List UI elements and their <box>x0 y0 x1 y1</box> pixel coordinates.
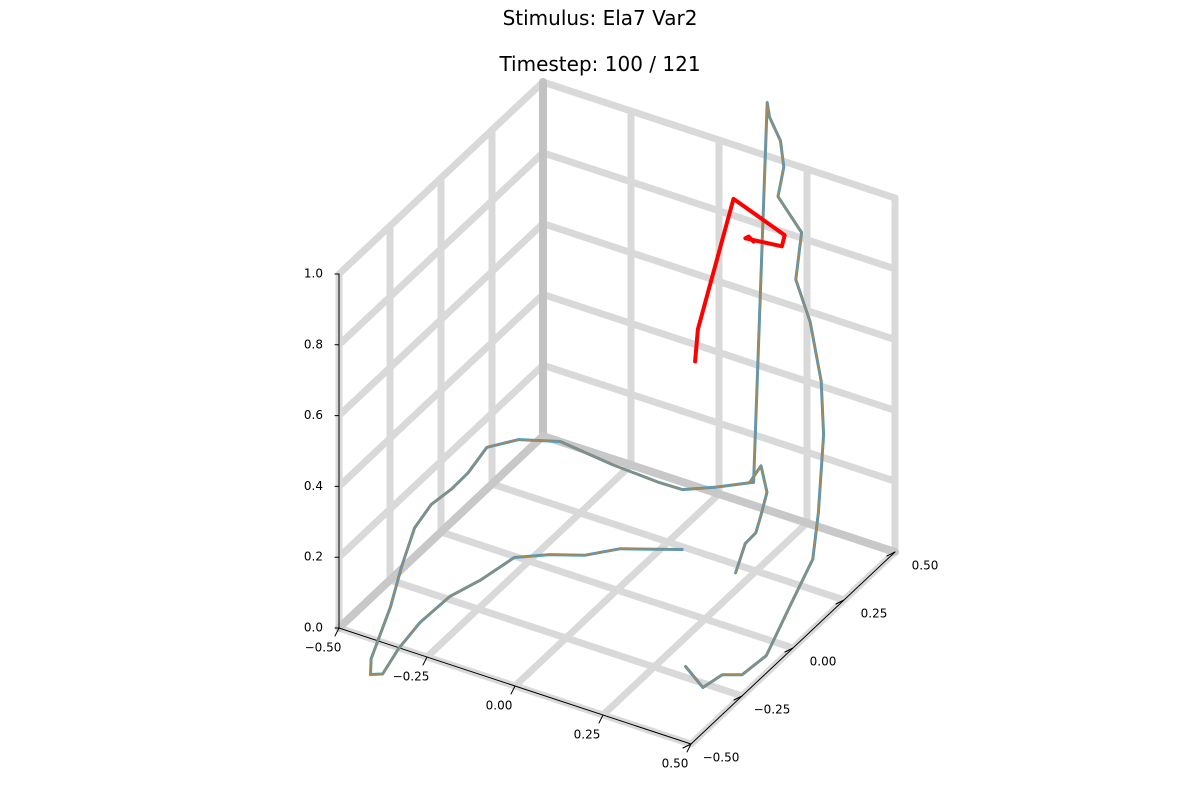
x-tick-label: 0.50 <box>662 757 689 771</box>
grid-layer <box>335 78 899 748</box>
z-tick-label: 1.0 <box>304 267 323 281</box>
trace-layer <box>369 101 826 689</box>
x-tick-label: −0.25 <box>393 670 430 684</box>
x-tick-label: 0.00 <box>486 699 513 713</box>
x-axis-tick <box>686 743 692 753</box>
chart-title: Stimulus: Ela7 Var2 <box>502 6 698 30</box>
left-wall-grid-line <box>335 149 547 349</box>
floor-grid-line <box>437 528 797 652</box>
left-wall-grid-line <box>335 361 547 561</box>
y-axis-tick <box>784 647 794 653</box>
back-wall-grid-line <box>539 149 899 273</box>
chart-subtitle: Timestep: 100 / 121 <box>499 52 701 76</box>
z-tick-label: 0.0 <box>304 621 323 635</box>
y-tick-label: −0.50 <box>703 751 740 765</box>
x-axis-tick <box>334 627 340 637</box>
y-tick-label: −0.25 <box>754 703 791 717</box>
x-tick-label: −0.50 <box>305 641 342 655</box>
left-wall-grid-line <box>335 290 547 490</box>
y-tick-label: 0.25 <box>861 607 888 621</box>
highlight-layer <box>693 196 787 364</box>
highlight-series-line <box>693 196 787 364</box>
back-wall-grid-line <box>539 220 899 344</box>
back-wall-grid-line <box>539 290 899 414</box>
back-wall-grid-line <box>539 78 899 202</box>
z-tick-label: 0.4 <box>304 479 323 493</box>
floor-grid-line <box>488 480 848 604</box>
z-tick-label: 0.8 <box>304 337 323 351</box>
x-axis-tick <box>510 685 516 695</box>
z-tick-label: 0.2 <box>304 550 323 564</box>
trace-shadow-line <box>684 101 826 689</box>
tick-label-layer: −0.50 −0.25 0.00 0.25 0.50 −0.50 −0.25 0.00 0.25… <box>304 267 938 771</box>
trace-line <box>369 438 755 676</box>
y-axis-tick <box>886 551 896 557</box>
x-axis-tick <box>422 656 428 666</box>
y-axis-tick <box>682 743 692 749</box>
left-wall-grid-line <box>335 78 547 278</box>
left-floor-edge <box>335 432 547 632</box>
back-wall-grid-line <box>539 361 899 485</box>
left-wall-grid-line <box>335 220 547 420</box>
x-axis-tick <box>598 714 604 724</box>
y-axis-tick <box>733 695 743 701</box>
y-axis-tick <box>835 599 845 605</box>
z-tick-label: 0.6 <box>304 408 323 422</box>
y-tick-label: 0.00 <box>810 655 837 669</box>
back-floor-edge <box>539 432 899 556</box>
x-tick-label: 0.25 <box>574 728 601 742</box>
y-tick-label: 0.50 <box>912 559 939 573</box>
trace-line <box>684 101 825 689</box>
